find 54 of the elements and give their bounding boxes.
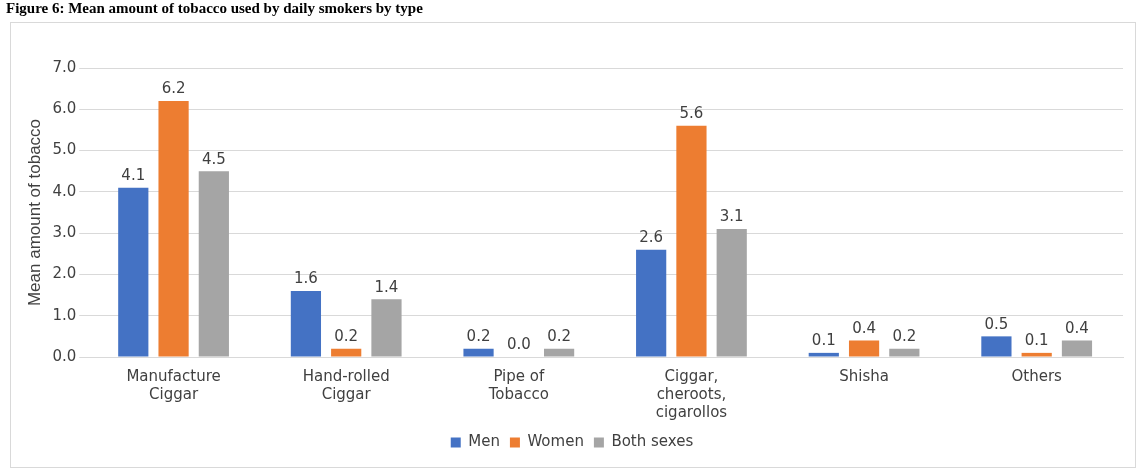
- bar: [158, 101, 189, 357]
- data-label: 0.1: [811, 331, 836, 350]
- legend-label: Women: [527, 432, 584, 451]
- data-label: 0.2: [547, 327, 572, 346]
- x-tick-label: Hand-rolled Ciggar: [302, 366, 390, 403]
- x-tick-label: Shisha: [839, 366, 889, 385]
- legend-label: Both sexes: [611, 432, 694, 451]
- bar: [118, 187, 149, 357]
- data-label: 0.2: [892, 327, 917, 346]
- bar: [889, 348, 920, 357]
- data-label: 4.1: [121, 166, 146, 185]
- bar: [290, 290, 322, 357]
- bar: [463, 348, 494, 357]
- data-label: 0.4: [852, 318, 876, 337]
- y-tick-label: 4.0: [52, 181, 77, 200]
- x-tick-label: Pipe of Tobacco: [487, 366, 549, 403]
- y-axis-title: Mean amount of tobacco: [24, 118, 44, 307]
- x-tick-label: Others: [1011, 366, 1063, 385]
- data-label: 2.6: [639, 228, 664, 247]
- bar: [331, 348, 362, 357]
- y-tick-label: 2.0: [52, 264, 77, 283]
- data-label: 0.2: [466, 327, 491, 346]
- bar: [716, 229, 747, 357]
- chart-title: Figure 6: Mean amount of tobacco used by daily smokers by type: [6, 0, 423, 17]
- data-label: 0.1: [1024, 331, 1049, 350]
- bar: [371, 299, 402, 357]
- y-tick-label: 3.0: [52, 223, 77, 242]
- data-label: 0.5: [984, 314, 1009, 333]
- bar: [808, 352, 839, 357]
- data-label: 0.4: [1065, 318, 1089, 337]
- y-tick-label: 1.0: [52, 305, 77, 324]
- y-tick-label: 6.0: [52, 99, 77, 118]
- bar: [636, 249, 667, 357]
- data-label: 0.0: [506, 335, 531, 354]
- data-label: 0.2: [334, 327, 359, 346]
- x-tick-label: Manufacture Ciggar: [126, 366, 221, 403]
- legend-label: Men: [468, 432, 500, 451]
- y-tick-label: 5.0: [52, 140, 77, 159]
- bar: [1061, 340, 1093, 357]
- y-tick-label: 7.0: [52, 57, 77, 76]
- data-label: 3.1: [719, 207, 744, 226]
- data-label: 5.6: [679, 104, 704, 123]
- bar: [1021, 352, 1052, 357]
- data-label: 6.2: [161, 79, 186, 98]
- x-tick-label: Ciggar, cheroots, cigarollos: [655, 366, 728, 421]
- bar: [543, 348, 575, 357]
- bar: [848, 340, 880, 357]
- y-tick-label: 0.0: [52, 346, 77, 365]
- bar: [676, 125, 707, 357]
- data-label: 4.5: [201, 149, 226, 168]
- bar: [198, 171, 229, 357]
- bar: [981, 336, 1012, 357]
- data-label: 1.4: [374, 277, 399, 296]
- data-label: 1.6: [293, 269, 318, 288]
